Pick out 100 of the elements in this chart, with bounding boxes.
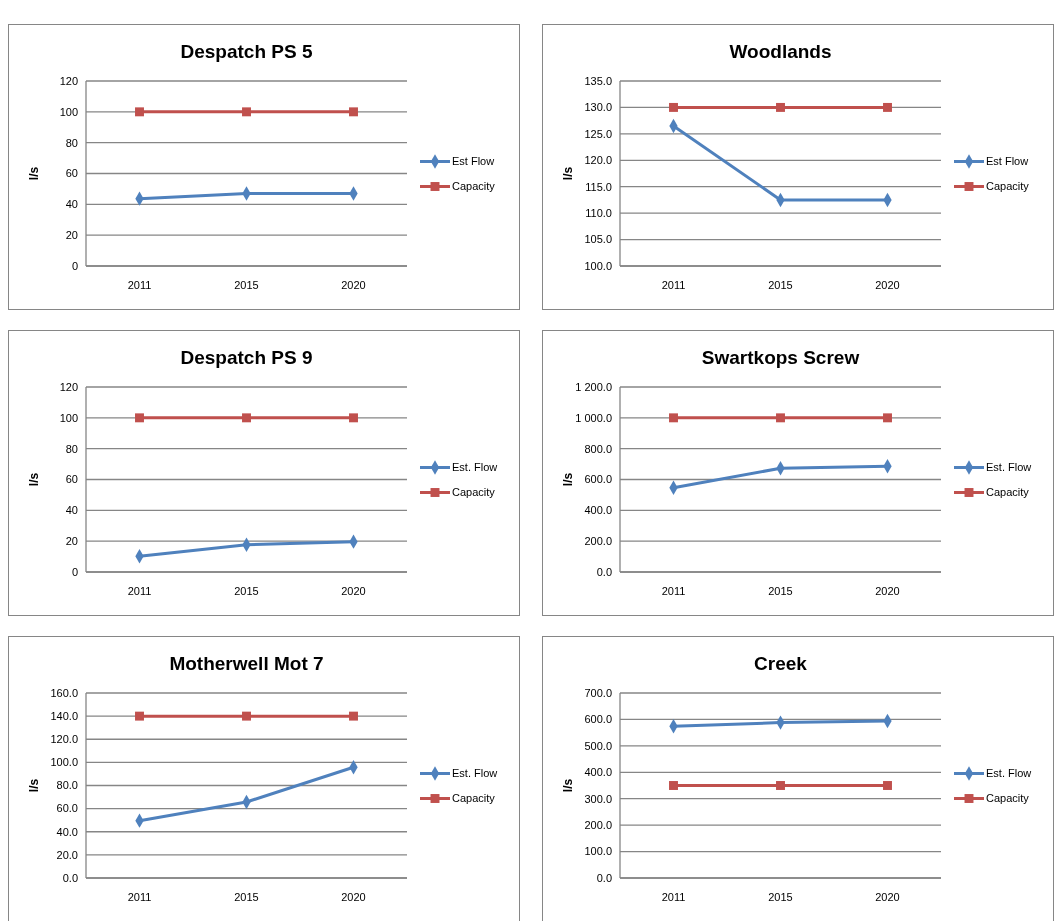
- y-tick-label: 100.0: [584, 259, 612, 272]
- x-tick-label: 2011: [127, 279, 152, 291]
- x-tick-label: 2011: [661, 891, 686, 903]
- y-tick-label: 400.0: [584, 766, 612, 779]
- legend-label: Capacity: [986, 180, 1030, 193]
- y-tick-label: 600.0: [584, 713, 612, 726]
- x-tick-label: 2011: [661, 279, 686, 291]
- x-tick-label: 2020: [341, 891, 366, 903]
- y-tick-label: 0: [71, 565, 78, 578]
- point: [242, 413, 251, 423]
- y-axis-title: l/s: [27, 166, 41, 181]
- x-tick-label: 2011: [661, 585, 686, 597]
- x-tick-label: 2020: [875, 585, 900, 597]
- legend-label: Capacity: [986, 792, 1030, 805]
- y-tick-label: 700.0: [584, 686, 612, 699]
- y-tick-label: 60: [65, 473, 78, 486]
- chart-title: Creek: [754, 653, 808, 674]
- y-tick-label: 400.0: [584, 504, 612, 517]
- chart-title: Motherwell Mot 7: [169, 653, 324, 674]
- y-tick-label: 100.0: [584, 845, 612, 858]
- y-tick-label: 300.0: [584, 792, 612, 805]
- y-tick-label: 20: [65, 229, 78, 242]
- legend-label: Est Flow: [452, 155, 495, 168]
- legend-label: Capacity: [452, 180, 496, 193]
- y-tick-label: 0.0: [62, 871, 78, 884]
- legend-label: Capacity: [452, 486, 496, 499]
- point: [669, 413, 678, 423]
- y-tick-label: 115.0: [585, 180, 612, 193]
- y-tick-label: 20: [65, 535, 78, 548]
- y-tick-label: 100: [59, 105, 78, 118]
- point: [349, 711, 358, 721]
- x-tick-label: 2015: [768, 891, 793, 903]
- x-tick-label: 2020: [341, 279, 366, 291]
- x-tick-label: 2015: [768, 279, 793, 291]
- y-tick-label: 110.0: [585, 206, 612, 219]
- point: [776, 102, 785, 112]
- y-tick-label: 1 000.0: [575, 411, 612, 424]
- point: [669, 102, 678, 112]
- chart-title: Despatch PS 5: [180, 41, 313, 62]
- y-tick-label: 105.0: [584, 233, 612, 246]
- x-tick-label: 2015: [234, 585, 259, 597]
- y-tick-label: 500.0: [584, 739, 612, 752]
- x-tick-label: 2015: [234, 891, 259, 903]
- y-tick-label: 80.0: [56, 779, 78, 792]
- point: [242, 711, 251, 721]
- y-tick-label: 120: [59, 74, 78, 87]
- y-tick-label: 600.0: [584, 473, 612, 486]
- x-tick-label: 2011: [127, 585, 152, 597]
- y-tick-label: 160.0: [50, 686, 78, 699]
- y-tick-label: 80: [65, 442, 78, 455]
- y-axis-title: l/s: [27, 472, 41, 487]
- legend-label: Est. Flow: [986, 767, 1032, 780]
- point: [135, 711, 144, 721]
- chart-title: Swartkops Screw: [701, 347, 860, 368]
- y-tick-label: 800.0: [584, 442, 612, 455]
- point: [349, 107, 358, 117]
- legend-label: Est. Flow: [452, 767, 498, 780]
- legend-label: Capacity: [452, 792, 496, 805]
- x-tick-label: 2020: [875, 279, 900, 291]
- legend-label: Capacity: [986, 486, 1030, 499]
- point: [242, 107, 251, 117]
- point: [776, 413, 785, 423]
- y-axis-title: l/s: [561, 778, 575, 793]
- y-tick-label: 40.0: [56, 825, 78, 838]
- x-tick-label: 2011: [127, 891, 152, 903]
- legend-label: Est Flow: [986, 155, 1029, 168]
- x-tick-label: 2015: [234, 279, 259, 291]
- legend-label: Est. Flow: [452, 461, 498, 474]
- y-axis-title: l/s: [561, 166, 575, 181]
- chart-title: Despatch PS 9: [180, 347, 313, 368]
- y-tick-label: 60: [65, 167, 78, 180]
- point: [883, 102, 892, 112]
- y-tick-label: 200.0: [584, 818, 612, 831]
- x-tick-label: 2020: [341, 585, 366, 597]
- y-tick-label: 200.0: [584, 535, 612, 548]
- y-tick-label: 140.0: [50, 709, 78, 722]
- point: [883, 781, 892, 790]
- y-tick-label: 130.0: [584, 101, 612, 114]
- y-tick-label: 120: [59, 380, 78, 393]
- y-tick-label: 0: [71, 259, 78, 272]
- y-tick-label: 0.0: [596, 565, 612, 578]
- chart-title: Woodlands: [729, 41, 832, 62]
- point: [776, 781, 785, 790]
- y-tick-label: 40: [65, 504, 78, 517]
- y-tick-label: 60.0: [56, 802, 78, 815]
- y-tick-label: 120.0: [50, 733, 78, 746]
- point: [883, 413, 892, 423]
- y-tick-label: 40: [65, 198, 78, 211]
- point: [349, 413, 358, 423]
- y-tick-label: 125.0: [584, 127, 612, 140]
- y-axis-title: l/s: [561, 472, 575, 487]
- point: [135, 413, 144, 423]
- y-tick-label: 20.0: [56, 848, 78, 861]
- point: [669, 781, 678, 790]
- x-tick-label: 2020: [875, 891, 900, 903]
- point: [135, 107, 144, 117]
- y-tick-label: 135.0: [584, 74, 612, 87]
- y-tick-label: 1 200.0: [575, 380, 612, 393]
- y-tick-label: 100.0: [50, 756, 78, 769]
- y-axis-title: l/s: [27, 778, 41, 793]
